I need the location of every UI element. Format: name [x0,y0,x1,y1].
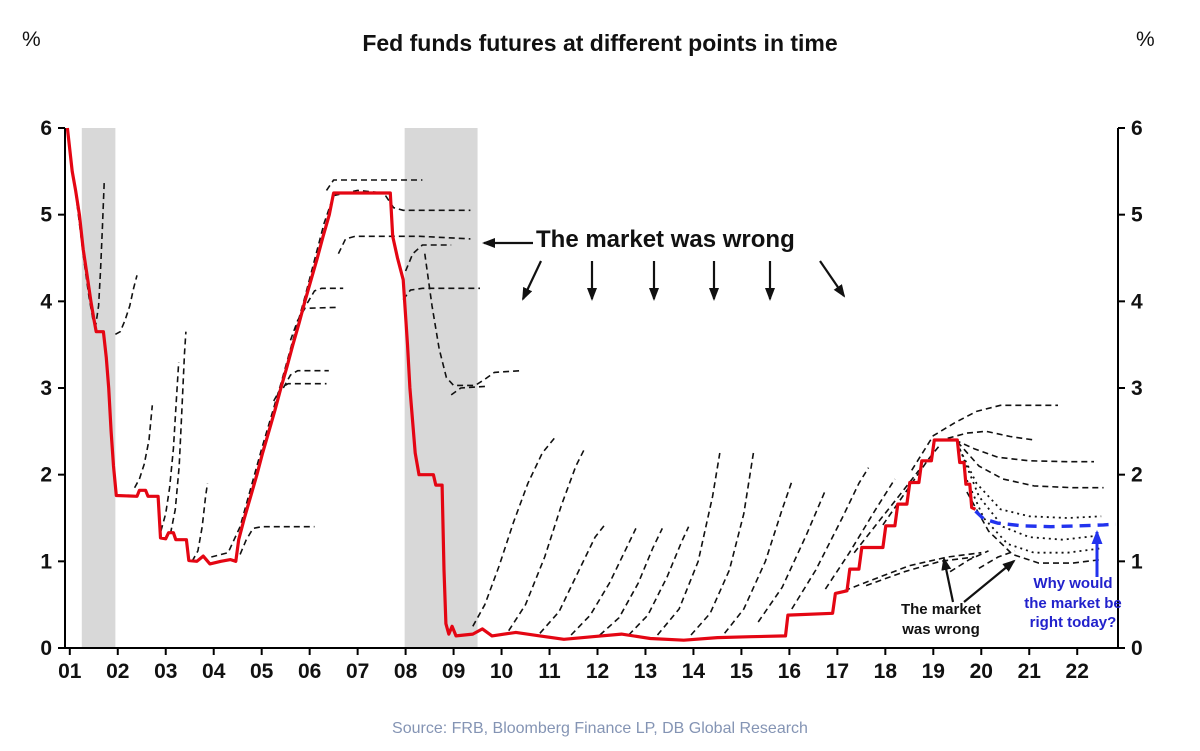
annotation-arrows-layer [482,238,1103,603]
x-tick-label: 19 [922,660,945,683]
x-tick-label: 07 [346,660,369,683]
annotation-arrow-7 [941,557,955,603]
x-tick-label: 04 [202,660,226,683]
y-tick-label-left: 0 [40,637,52,660]
series-futures-low-2017b [865,556,975,587]
annotation-why-right-today: Why would the market be right today? [1024,575,1122,631]
x-tick-label: 09 [442,660,465,683]
series-futures-2019-top28 [911,404,1058,471]
series-futures-fan-2012b [628,526,690,636]
series-futures-2008-flat415 [402,287,480,301]
series-futures-fan-2013 [656,452,721,636]
series-futures-fan-2018 [882,443,942,526]
y-tick-label-right: 3 [1131,377,1143,400]
annotation-arrow-6 [819,260,846,298]
x-tick-label: 20 [970,660,993,683]
series-futures-fan-2011 [570,528,637,636]
axes-layer: 0 01 12 23 34 45 56 601 02 03 04 05 06 07 08 09 10 11 12 13… [40,117,1143,683]
y-tick-label-left: 4 [40,290,52,313]
y-axis-unit-right: % [1136,28,1155,51]
x-tick-label: 14 [682,660,706,683]
y-tick-label-left: 5 [40,204,52,227]
x-tick-label: 12 [586,660,609,683]
y-tick-label-right: 5 [1131,204,1143,227]
series-futures-fan-2010a [508,446,587,632]
x-tick-label: 15 [730,660,754,683]
y-tick-label-right: 2 [1131,464,1143,487]
y-tick-label-left: 2 [40,464,52,487]
annotation-arrow-1 [522,260,542,301]
x-tick-label: 03 [154,660,177,683]
y-tick-label-left: 1 [40,550,52,573]
x-tick-label: 01 [58,660,82,683]
series-futures-fan-2016a [791,467,870,610]
x-tick-label: 11 [538,660,561,683]
series-futures-fan-2014a [690,452,755,636]
x-tick-label: 18 [874,660,898,683]
y-tick-label-right: 4 [1131,290,1143,313]
series-layer [65,127,1116,642]
series-futures-2006-flat54 [325,179,423,191]
y-tick-label-right: 0 [1131,637,1143,660]
series-futures-2005-flat32 [282,369,329,389]
series-futures-2006-flat415 [306,287,344,304]
series-futures-today [974,509,1116,529]
series-futures-2019-flat215 [954,439,1094,463]
series-futures-low-2017a [834,551,982,596]
chart-title: Fed funds futures at different points in… [362,30,838,56]
y-tick-label-left: 6 [40,117,52,140]
recession-band-0 [81,128,116,648]
series-futures-2005-flat393 [289,306,337,341]
series-futures-2002-rise [115,275,138,336]
series-futures-2008-flat465 [404,244,452,272]
series-futures-2019-short-a [949,550,989,573]
recession-band-1 [404,128,478,648]
series-futures-2002-small [133,405,154,489]
series-futures-2019-dot15 [956,443,1102,519]
series-futures-fan-2015 [757,489,827,623]
series-futures-2003-c [191,483,209,562]
series-futures-fan-2010b [539,524,606,634]
series-futures-fan-2014b [723,481,793,634]
series-futures-2005-flat305 [273,382,327,402]
annotation-market-was-wrong-top: The market was wrong [536,226,795,253]
annotation-arrow-8 [963,559,1016,603]
y-tick-label-left: 3 [40,377,52,400]
x-tick-label: 08 [394,660,418,683]
series-futures-2019-low10 [966,491,1102,564]
series-futures-2019-short-b [978,550,1016,569]
series-futures-2019-flat24 [947,430,1035,441]
x-tick-label: 16 [778,660,801,683]
x-tick-label: 02 [106,660,129,683]
x-tick-label: 06 [298,660,321,683]
series-fed-funds-actual [65,127,977,642]
source-attribution: Source: FRB, Bloomberg Finance LP, DB Gl… [392,720,808,737]
x-tick-label: 21 [1018,660,1042,683]
x-tick-label: 13 [634,660,657,683]
series-futures-2004-track [211,189,385,558]
y-tick-label-right: 1 [1131,550,1143,573]
x-tick-label: 17 [826,660,849,683]
series-futures-2019-flat185 [956,441,1104,489]
series-futures-2003-a [160,361,180,532]
x-tick-label: 10 [490,660,513,683]
series-futures-2009-flat303 [450,385,488,396]
annotation-market-was-wrong-bottom: The market was wrong [900,601,982,638]
y-axis-unit-left: % [22,28,41,51]
series-futures-2019-dot13 [958,448,1102,541]
series-futures-fan-2012a [599,528,664,636]
series-futures-2004-flat14 [239,525,315,555]
series-futures-2019-dot11 [963,474,1102,554]
series-futures-2003-b [169,331,187,534]
x-tick-label: 05 [250,660,274,683]
x-tick-label: 22 [1066,660,1089,683]
y-tick-label-right: 6 [1131,117,1143,140]
series-futures-fan-2009 [472,437,555,627]
series-futures-2007-flat475 [337,235,471,255]
series-futures-fan-2016b [824,478,896,590]
